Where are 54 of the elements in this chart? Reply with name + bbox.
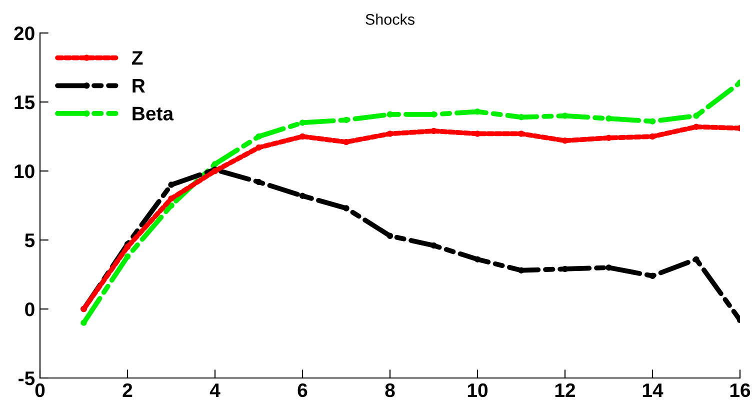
point (474, 256, 481, 262)
y-tick-label: 5 (24, 234, 35, 248)
legend-label: Beta (132, 106, 174, 120)
point (474, 108, 481, 115)
point (299, 192, 306, 199)
x-tick-label: 2 (122, 383, 132, 397)
point (430, 111, 437, 118)
point (606, 134, 612, 142)
x-tick-label: 14 (642, 384, 664, 397)
point (386, 130, 394, 137)
y-tick-label: 10 (14, 164, 34, 178)
point (256, 144, 262, 151)
point (168, 182, 174, 188)
point (693, 256, 700, 262)
point (430, 128, 437, 134)
y-tick-label: -5 (18, 372, 35, 386)
point (343, 205, 350, 212)
point (562, 138, 568, 144)
x-tick-label: 8 (385, 383, 395, 398)
point (649, 118, 656, 124)
y-tick-label: 15 (14, 96, 35, 110)
legend-label: R (132, 79, 146, 92)
point (168, 195, 174, 202)
point (386, 232, 394, 239)
point (606, 115, 612, 122)
legend-label: Z (132, 51, 143, 65)
point (649, 272, 656, 280)
point (386, 111, 394, 118)
point (168, 202, 174, 209)
point (80, 320, 87, 326)
point (474, 130, 481, 137)
x-tick-label: 16 (730, 383, 750, 398)
point (343, 138, 350, 146)
chart-title: Shocks (366, 14, 414, 25)
point (256, 178, 262, 186)
x-tick-label: 6 (298, 383, 308, 398)
x-tick-label: 0 (35, 383, 45, 398)
point (299, 133, 306, 140)
x-tick-label: 4 (210, 384, 220, 397)
point (649, 133, 656, 140)
x-tick-label: 10 (468, 383, 488, 398)
point (212, 160, 218, 168)
point (124, 244, 131, 250)
y-tick-label: 0 (25, 302, 34, 316)
point (343, 116, 350, 124)
y-tick-label: 20 (14, 26, 34, 40)
point (562, 266, 568, 272)
point (606, 264, 612, 271)
point (299, 120, 306, 126)
point (256, 133, 262, 140)
point (693, 112, 700, 119)
point (124, 253, 131, 260)
point (430, 242, 437, 249)
x-tick-label: 12 (555, 383, 576, 397)
